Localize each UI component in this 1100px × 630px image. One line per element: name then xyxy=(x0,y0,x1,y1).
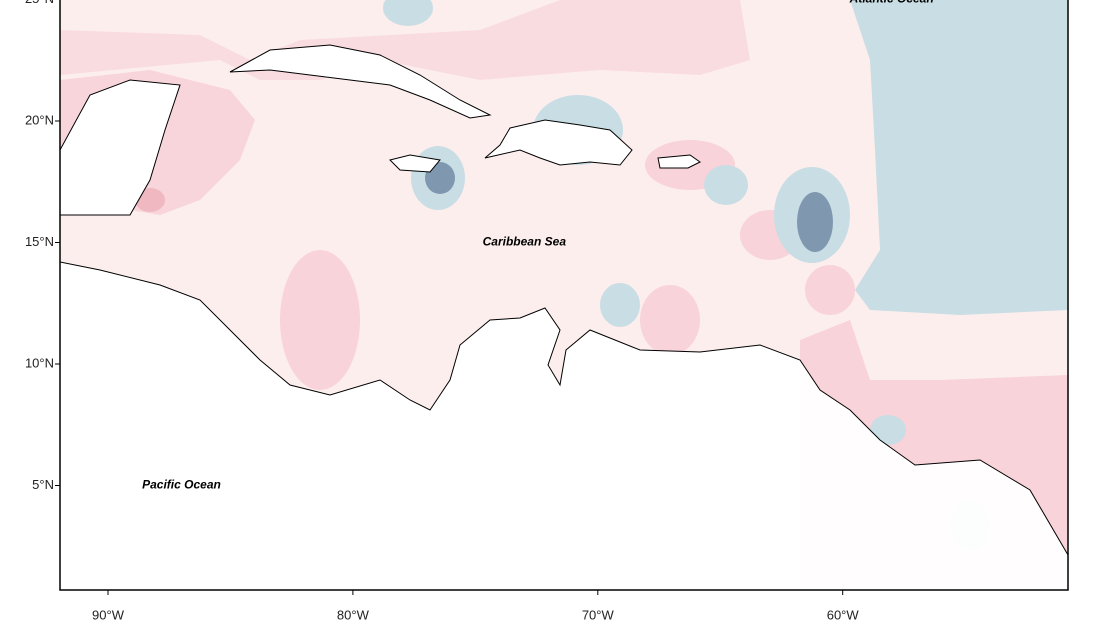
anomaly-blue-strong xyxy=(797,192,833,252)
y-tick-label: 15°N xyxy=(25,234,54,249)
ocean-label: Caribbean Sea xyxy=(483,235,567,249)
anomaly-pink xyxy=(805,265,855,315)
frame xyxy=(59,0,1069,591)
x-tick-label: 80°W xyxy=(337,607,370,622)
anomaly-blue xyxy=(870,415,906,445)
anomaly-blue xyxy=(850,0,1068,315)
puerto-rico xyxy=(657,154,701,169)
y-tick-label: 5°N xyxy=(32,477,54,492)
mainland xyxy=(60,261,1068,590)
margin xyxy=(60,590,1068,630)
ocean-label: Atlantic Ocean xyxy=(849,0,934,6)
anomaly-blue xyxy=(383,0,433,26)
y-tick-label: 25°N xyxy=(25,0,54,6)
y-tick-label: 20°N xyxy=(25,112,54,127)
jamaica xyxy=(389,154,441,173)
anomaly-pink xyxy=(280,250,360,390)
anomaly-blue xyxy=(704,165,748,205)
x-tick-label: 70°W xyxy=(582,607,615,622)
anomaly-pink xyxy=(640,285,700,355)
yucatan xyxy=(60,79,181,216)
anomaly-pink xyxy=(60,0,750,80)
map-body xyxy=(60,0,1068,630)
ocean-label: Pacific Ocean xyxy=(142,478,221,492)
y-tick-label: 10°N xyxy=(25,355,54,370)
cuba xyxy=(229,44,492,119)
hispaniola xyxy=(484,119,633,166)
x-tick-label: 60°W xyxy=(827,607,860,622)
anomaly-blue-strong xyxy=(425,162,455,194)
anomaly-blue xyxy=(600,283,640,327)
x-tick-label: 90°W xyxy=(92,607,125,622)
